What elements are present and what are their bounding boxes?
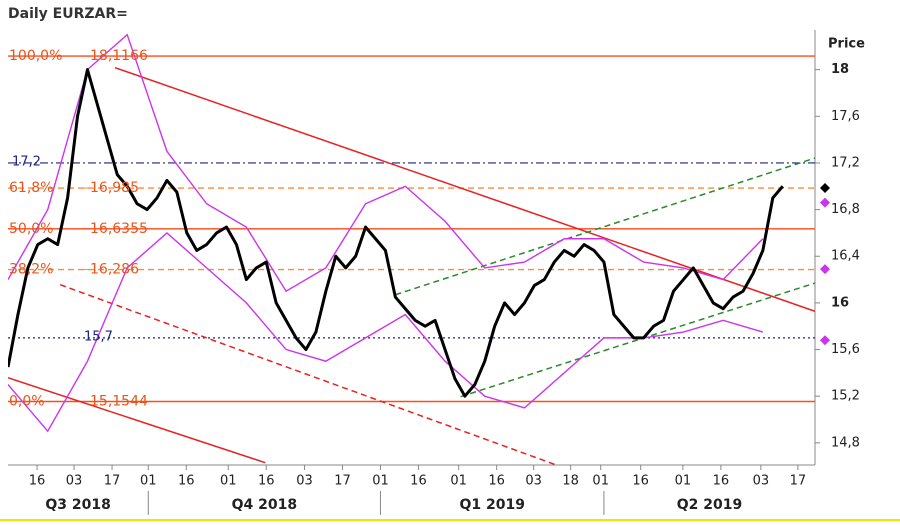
- x-tick-label: 17: [334, 474, 351, 489]
- x-tick-label: 03: [296, 474, 313, 489]
- fib-pct-label: 0,0%: [9, 394, 45, 410]
- fib-price-label: 15,1544: [90, 394, 148, 410]
- x-tick-label: 01: [675, 474, 692, 489]
- quarter-label: Q4 2018: [232, 497, 297, 513]
- x-tick-label: 16: [258, 474, 275, 489]
- y-axis-label: Price: [828, 37, 865, 52]
- x-tick-label: 16: [178, 474, 195, 489]
- x-tick-label: 01: [220, 474, 237, 489]
- trendline: [8, 377, 266, 464]
- x-tick-label: 01: [140, 474, 157, 489]
- y-tick-label: 15,2: [831, 389, 860, 404]
- x-tick-label: 16: [29, 474, 46, 489]
- y-tick-label: 17,6: [831, 109, 860, 124]
- level-label: 15,7: [84, 329, 113, 344]
- y-tick-label: 18: [831, 62, 849, 77]
- trendline: [395, 157, 815, 296]
- x-tick-label: 03: [525, 474, 542, 489]
- level-label: 17,2: [12, 154, 41, 169]
- y-tick-label: 14,8: [831, 435, 860, 450]
- fib-pct-label: 100,0%: [9, 48, 62, 64]
- x-tick-label: 17: [104, 474, 121, 489]
- x-tick-label: 01: [592, 474, 609, 489]
- quarter-label: Q2 2019: [677, 497, 742, 513]
- trendline: [460, 282, 815, 398]
- fib-price-label: 18,1166: [90, 48, 148, 64]
- fib-pct-label: 61,8%: [9, 180, 53, 196]
- y-tick-label: 16,4: [831, 249, 860, 264]
- bollinger-upper: [8, 33, 764, 293]
- x-tick-label: 01: [372, 474, 389, 489]
- y-tick-label: 16: [831, 295, 849, 310]
- price-marker: [820, 197, 830, 208]
- quarter-label: Q3 2018: [45, 497, 110, 513]
- price-line: [8, 68, 784, 398]
- x-tick-label: 01: [450, 474, 467, 489]
- trendline: [59, 283, 557, 465]
- quarter-label: Q1 2019: [459, 497, 524, 513]
- x-tick-label: 16: [713, 474, 730, 489]
- x-tick-label: 16: [488, 474, 505, 489]
- x-tick-label: 16: [632, 474, 649, 489]
- fib-price-label: 16,286: [90, 262, 139, 278]
- y-tick-label: 15,6: [831, 342, 860, 357]
- x-tick-label: 03: [753, 474, 770, 489]
- fib-pct-label: 50,0%: [9, 221, 53, 237]
- price-marker: [820, 264, 830, 275]
- price-marker: [820, 183, 830, 194]
- fib-price-label: 16,6355: [90, 221, 148, 237]
- price-marker: [820, 335, 830, 346]
- x-tick-label: 18: [562, 474, 579, 489]
- fib-price-label: 16,985: [90, 180, 139, 196]
- y-tick-label: 16,8: [831, 202, 860, 217]
- trendline: [114, 66, 815, 313]
- x-tick-label: 17: [790, 474, 807, 489]
- x-tick-label: 03: [66, 474, 83, 489]
- plot-area: [8, 33, 815, 465]
- chart-title: Daily EURZAR=: [8, 6, 128, 22]
- x-tick-label: 16: [410, 474, 427, 489]
- fib-pct-label: 38,2%: [9, 262, 53, 278]
- y-tick-label: 17,2: [831, 155, 860, 170]
